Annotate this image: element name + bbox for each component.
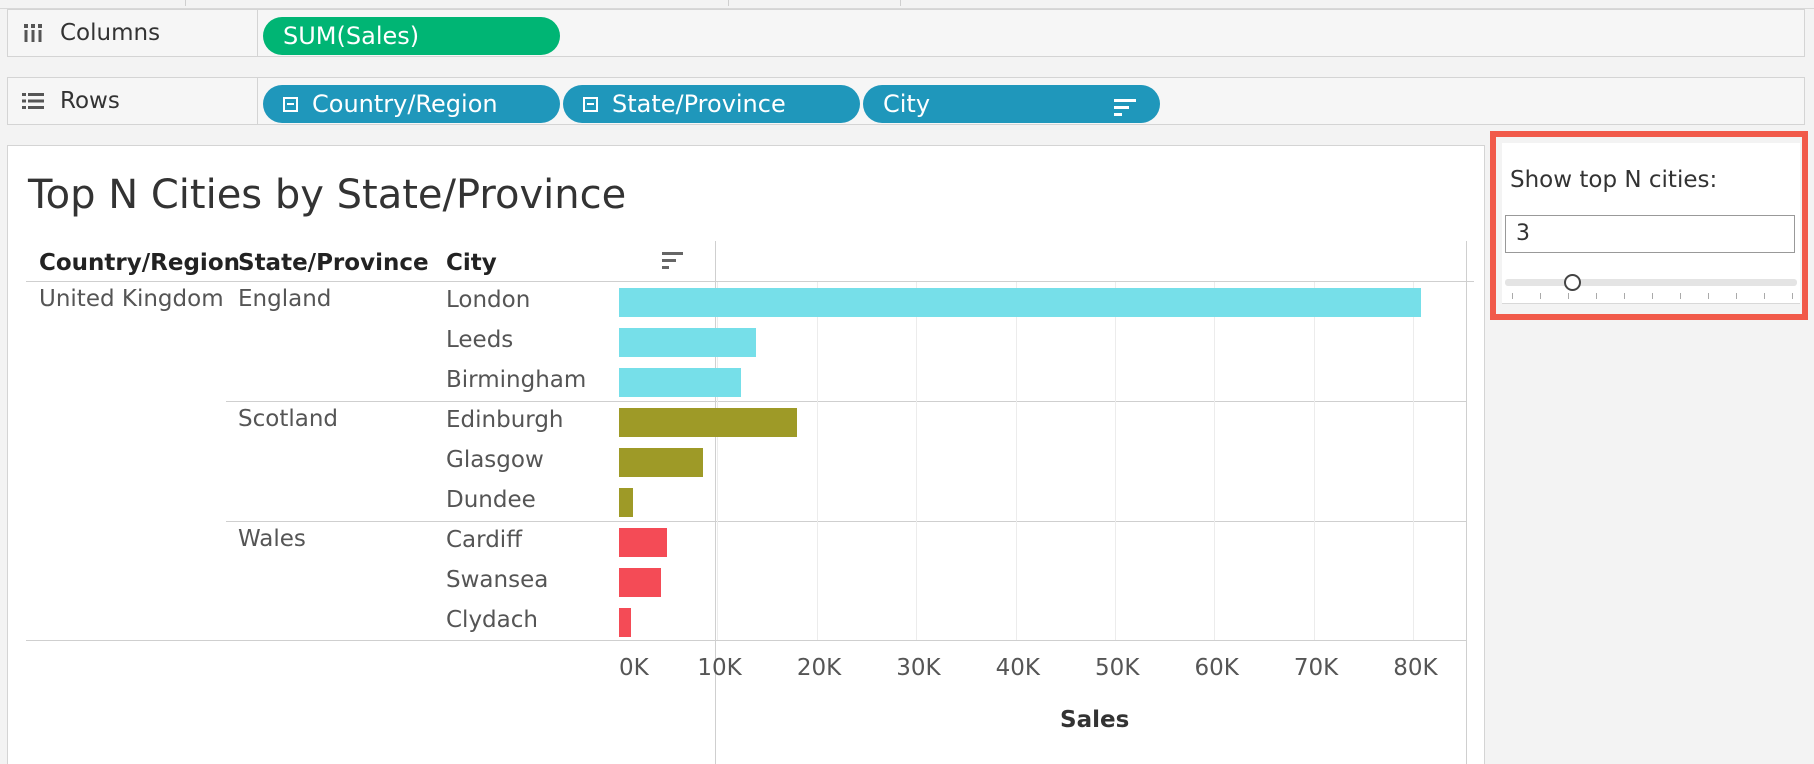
bar[interactable] [619, 528, 667, 557]
state-cell-wales: Wales [238, 526, 306, 552]
header-divider [26, 281, 1474, 282]
country-cell: United Kingdom [39, 286, 224, 312]
gridline [1214, 282, 1216, 640]
slider-tick [1540, 293, 1541, 299]
sort-icon[interactable] [662, 252, 683, 274]
city-cell: London [446, 287, 531, 313]
x-tick-label: 50K [1095, 655, 1140, 681]
gridline [1413, 282, 1415, 640]
sort-descending-icon[interactable] [1114, 95, 1136, 123]
city-cell: Cardiff [446, 527, 523, 553]
city-cell: Birmingham [446, 367, 587, 393]
chart-right-border [1466, 241, 1467, 764]
slider-tick [1596, 293, 1597, 299]
gridline [816, 282, 818, 640]
gridline [717, 282, 719, 640]
city-cell: Glasgow [446, 447, 544, 473]
slider-tick [1624, 293, 1625, 299]
bar[interactable] [619, 288, 1422, 317]
columns-label-text: Columns [60, 20, 161, 46]
rows-label-text: Rows [60, 88, 120, 114]
columns-shelf-label: Columns [8, 10, 258, 56]
bar[interactable] [619, 328, 757, 357]
city-cell: Edinburgh [446, 407, 564, 433]
slider-tick [1652, 293, 1653, 299]
pill-label: City [883, 90, 931, 118]
collapse-icon[interactable] [583, 96, 598, 112]
city-cell: Dundee [446, 487, 536, 513]
sum-sales-pill[interactable]: SUM(Sales) [263, 17, 560, 55]
x-axis-title: Sales [1060, 707, 1130, 733]
slider-tick [1792, 293, 1793, 299]
city-cell: Swansea [446, 567, 549, 593]
slider-tick [1764, 293, 1765, 299]
bar[interactable] [619, 448, 703, 477]
axis-divider [715, 241, 716, 764]
state-province-pill[interactable]: State/Province [563, 85, 860, 123]
gridline [1115, 282, 1117, 640]
parameter-panel: Show top N cities: 3 [1502, 143, 1800, 304]
group-divider [226, 521, 1467, 522]
slider-tick [1680, 293, 1681, 299]
slider-tick [1512, 293, 1513, 299]
pill-label: SUM(Sales) [283, 22, 420, 50]
x-tick-label: 20K [796, 655, 842, 681]
columns-shelf: Columns SUM(Sales) [7, 9, 1805, 57]
bar[interactable] [619, 408, 797, 437]
worksheet: Top N Cities by State/Province Country/R… [7, 145, 1485, 764]
sheet-title: Top N Cities by State/Province [28, 172, 627, 218]
rows-shelf-label: Rows [8, 78, 258, 124]
gridline [1313, 282, 1315, 640]
parameter-label: Show top N cities: [1510, 167, 1718, 193]
header-state[interactable]: State/Province [238, 250, 429, 276]
city-cell: Leeds [446, 327, 514, 353]
bar[interactable] [619, 568, 661, 597]
gridline [916, 282, 918, 640]
x-tick-label: 80K [1393, 655, 1438, 681]
gridline [1015, 282, 1017, 640]
header-country[interactable]: Country/Region [39, 250, 240, 276]
columns-icon [20, 23, 46, 43]
group-divider [226, 401, 1467, 402]
pill-label: Country/Region [312, 90, 498, 118]
bar[interactable] [619, 488, 633, 517]
top-strip [0, 0, 1814, 9]
state-cell-england: England [238, 286, 332, 312]
slider-tick [1736, 293, 1737, 299]
city-pill[interactable]: City [863, 85, 1160, 123]
bar[interactable] [619, 608, 631, 637]
x-tick-label: 60K [1194, 655, 1239, 681]
country-region-pill[interactable]: Country/Region [263, 85, 560, 123]
top-n-input[interactable]: 3 [1505, 215, 1795, 253]
x-tick-label: 30K [896, 655, 941, 681]
rows-shelf: Rows Country/Region State/Province City [7, 77, 1805, 125]
state-cell-scotland: Scotland [238, 406, 338, 432]
x-tick-label: 40K [995, 655, 1040, 681]
x-tick-label: 0K [619, 655, 649, 681]
header-city[interactable]: City [446, 250, 497, 276]
collapse-icon[interactable] [283, 96, 298, 112]
top-n-slider-track[interactable] [1505, 279, 1797, 286]
city-cell: Clydach [446, 607, 538, 633]
bar[interactable] [619, 368, 742, 397]
slider-tick [1708, 293, 1709, 299]
pill-label: State/Province [612, 90, 786, 118]
table-bottom-divider [26, 640, 1467, 641]
x-tick-label: 10K [697, 655, 742, 681]
parameter-control-highlight: Show top N cities: 3 [1490, 131, 1808, 320]
top-n-slider-handle[interactable] [1564, 274, 1581, 291]
x-tick-label: 70K [1293, 655, 1339, 681]
slider-tick [1568, 293, 1569, 299]
rows-icon [20, 92, 46, 110]
